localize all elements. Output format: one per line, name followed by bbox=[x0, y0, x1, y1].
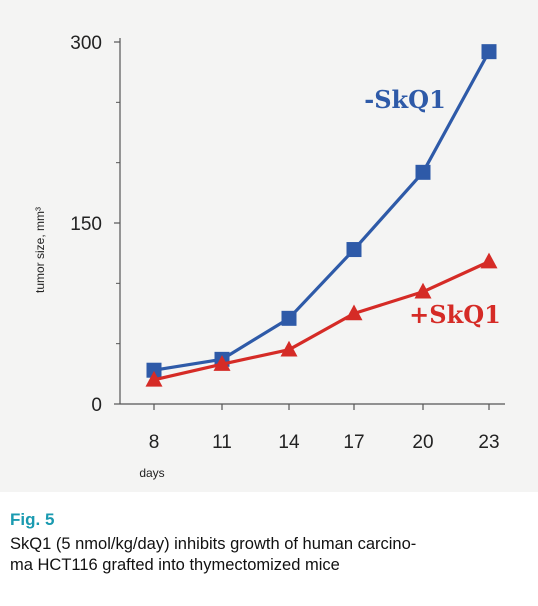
data-point-triangle bbox=[145, 370, 163, 387]
figure-caption: Fig. 5 SkQ1 (5 nmol/kg/day) inhibits gro… bbox=[10, 510, 530, 576]
x-tick-label: 17 bbox=[343, 432, 364, 453]
x-tick-label: 8 bbox=[149, 432, 160, 453]
data-point-triangle bbox=[414, 282, 432, 299]
x-tick-label: 23 bbox=[478, 432, 499, 453]
chart-panel bbox=[0, 0, 538, 492]
y-axis-label: tumor size, mm³ bbox=[33, 207, 47, 293]
data-point-square bbox=[481, 44, 497, 60]
data-point-square bbox=[281, 310, 297, 326]
series-line-plus-skq1 bbox=[153, 260, 490, 382]
data-point-square bbox=[146, 362, 162, 378]
y-tick-label: 300 bbox=[70, 33, 102, 54]
data-point-triangle bbox=[480, 252, 498, 269]
data-point-triangle bbox=[213, 355, 231, 371]
caption-text: SkQ1 (5 nmol/kg/day) inhibits growth of … bbox=[10, 535, 417, 574]
data-point-triangle bbox=[280, 340, 298, 357]
data-point-square bbox=[346, 242, 362, 258]
series-label-minus-skq1: -SkQ1 bbox=[364, 85, 446, 114]
x-tick-label: 14 bbox=[278, 432, 300, 453]
x-tick-label: 11 bbox=[212, 432, 232, 453]
data-point-square bbox=[415, 164, 431, 180]
y-tick-label: 0 bbox=[91, 395, 102, 416]
data-point-triangle bbox=[345, 304, 363, 321]
y-tick-label: 150 bbox=[70, 214, 102, 235]
figure-label: Fig. 5 bbox=[10, 510, 55, 529]
series-label-plus-skq1: +SkQ1 bbox=[409, 300, 501, 329]
x-tick-label: 20 bbox=[412, 432, 433, 453]
series-line-minus-skq1 bbox=[153, 50, 491, 372]
tumor-growth-chart: 0 150 300 8 11 14 17 20 23 days tumor size, mm³ -Sk… bbox=[33, 33, 505, 480]
x-axis-label: days bbox=[139, 466, 164, 480]
